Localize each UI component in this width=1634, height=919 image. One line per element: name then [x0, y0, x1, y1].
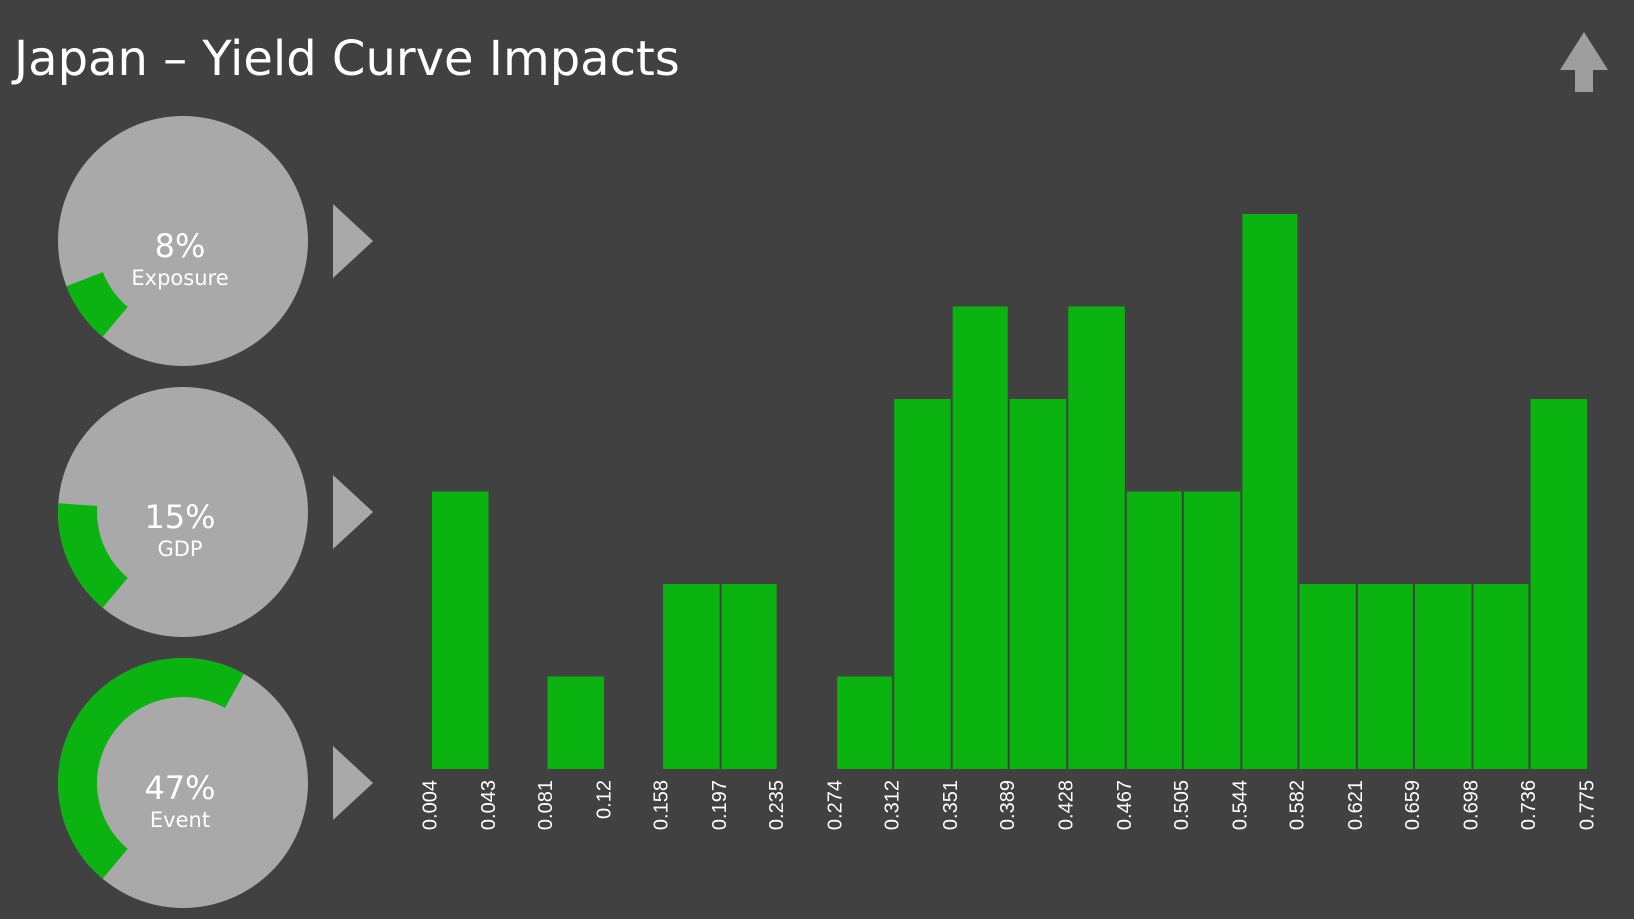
- bar: [1009, 399, 1067, 769]
- page-title: Japan – Yield Curve Impacts: [11, 31, 680, 87]
- x-tick-label: 0.582: [1287, 780, 1309, 830]
- pointer-triangle: [333, 746, 373, 820]
- gauge-value-label: 15%: [144, 498, 215, 536]
- x-tick-label: 0.043: [478, 780, 500, 830]
- x-tick-label: 0.312: [881, 780, 903, 830]
- bar: [1183, 491, 1241, 769]
- bar: [894, 399, 951, 769]
- x-tick-label: 0.621: [1345, 780, 1367, 830]
- up-arrow-icon[interactable]: [1560, 32, 1608, 92]
- bar: [1242, 214, 1298, 769]
- gauge-arc: [66, 272, 128, 337]
- gauge-arc: [57, 503, 128, 608]
- bar: [1473, 584, 1529, 769]
- bar: [432, 491, 489, 769]
- gauge-value-label: 47%: [144, 769, 215, 807]
- x-tick-label: 0.505: [1171, 780, 1193, 830]
- x-tick-label: 0.736: [1518, 780, 1540, 830]
- x-tick-label: 0.197: [709, 780, 731, 830]
- bar: [1068, 306, 1125, 769]
- bar: [721, 584, 777, 769]
- x-tick-label: 0.698: [1461, 780, 1483, 830]
- x-tick-label: 0.158: [650, 780, 672, 830]
- gauge-value-label: 8%: [155, 227, 206, 265]
- x-tick-label: 0.544: [1230, 780, 1252, 830]
- pointer-triangle: [333, 204, 373, 278]
- bar: [1299, 584, 1356, 769]
- x-tick-label: 0.004: [419, 780, 441, 830]
- bar: [837, 676, 893, 769]
- bar: [547, 676, 605, 769]
- gauge-arc: [58, 658, 244, 879]
- x-tick-label: 0.389: [997, 780, 1019, 830]
- bar: [1126, 491, 1182, 769]
- bar: [952, 306, 1008, 769]
- x-tick-label: 0.467: [1114, 780, 1136, 830]
- gauge-title: Event: [150, 808, 210, 832]
- bar: [1530, 399, 1587, 769]
- bar: [663, 584, 720, 769]
- gauge-title: Exposure: [131, 266, 228, 290]
- x-tick-label: 0.12: [593, 780, 615, 819]
- x-tick-label: 0.274: [824, 780, 846, 830]
- bar: [1357, 584, 1413, 769]
- x-tick-label: 0.428: [1056, 780, 1078, 830]
- x-tick-label: 0.659: [1402, 780, 1424, 830]
- gauge-title: GDP: [157, 537, 202, 561]
- bar: [1414, 584, 1472, 769]
- pointer-triangle: [333, 475, 373, 549]
- x-tick-label: 0.351: [940, 780, 962, 830]
- x-tick-label: 0.081: [535, 780, 557, 830]
- x-tick-label: 0.235: [766, 780, 788, 830]
- x-tick-label: 0.775: [1576, 780, 1598, 830]
